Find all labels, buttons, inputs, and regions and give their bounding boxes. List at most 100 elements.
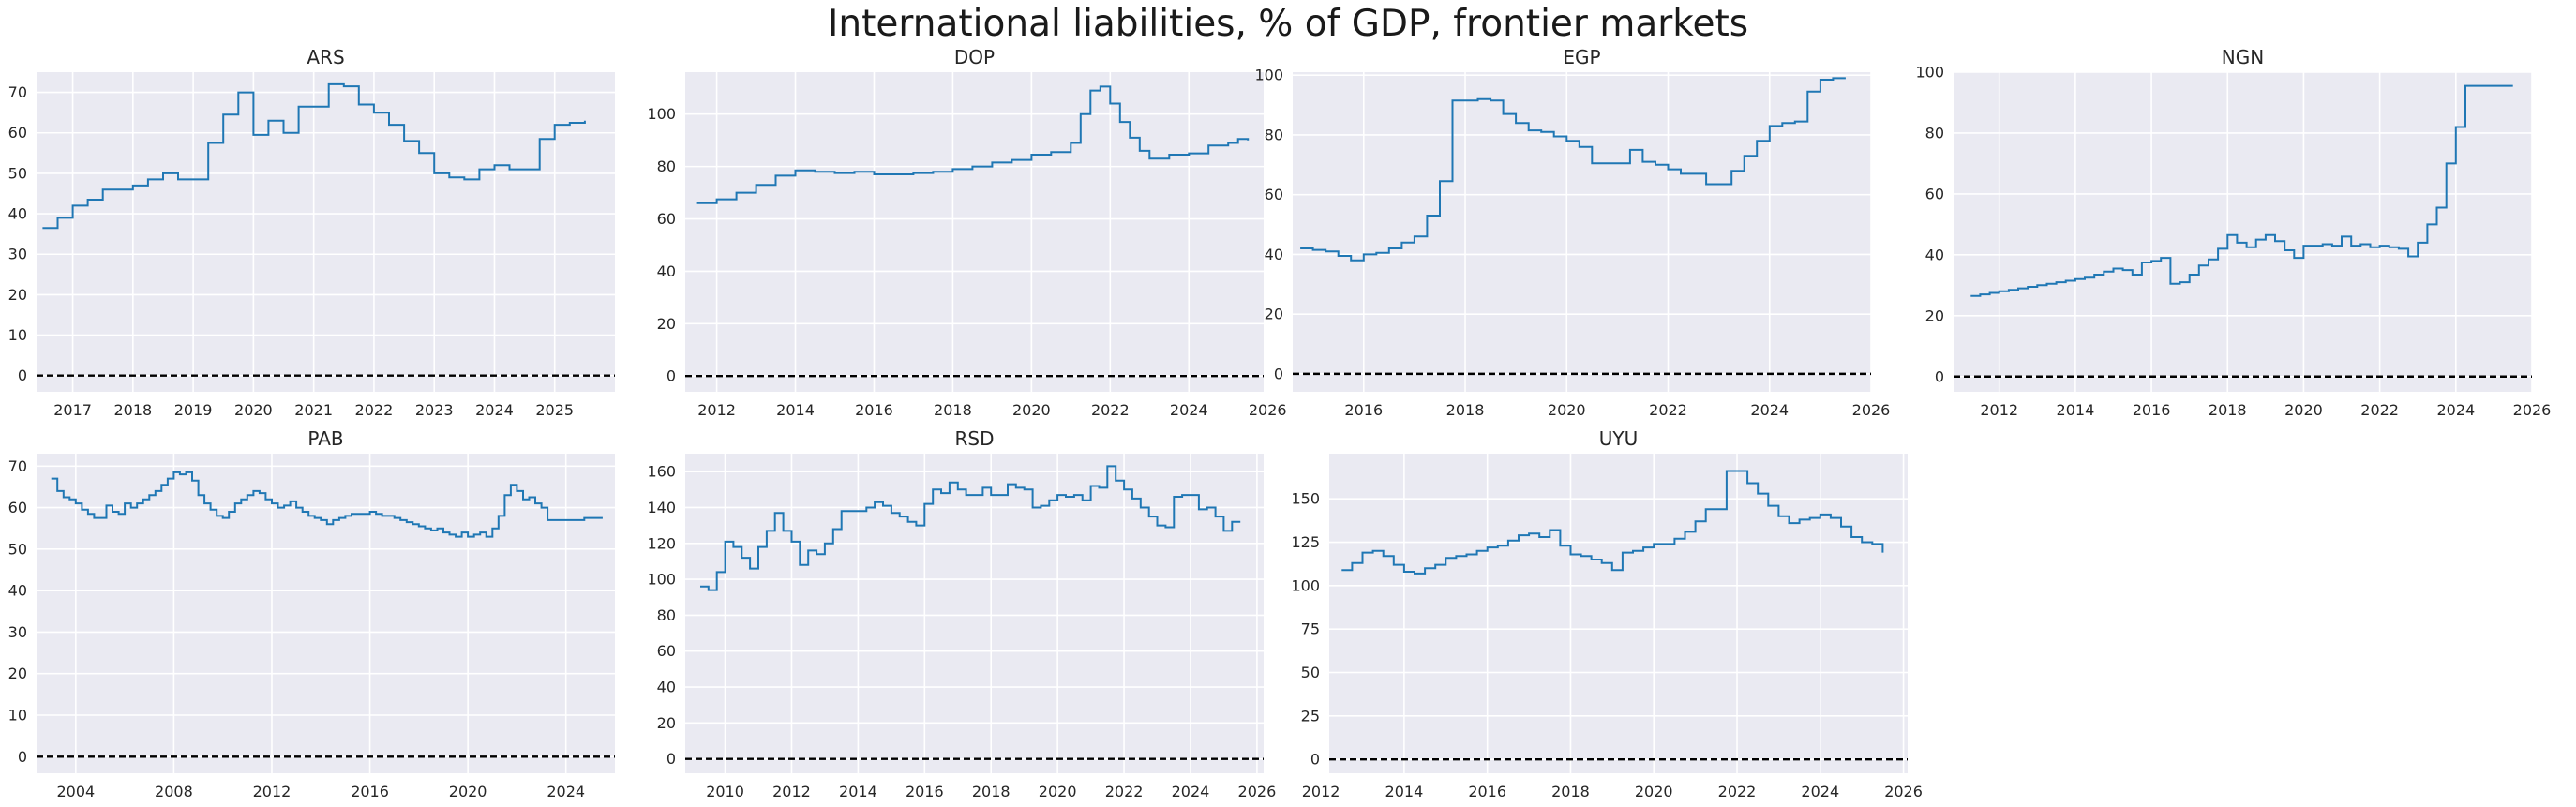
- x-tick-label: 2018: [1551, 783, 1590, 800]
- y-tick-label: 60: [1925, 185, 1944, 202]
- x-tick-label: 2020: [1012, 401, 1051, 419]
- x-tick-label: 2024: [1801, 783, 1839, 800]
- x-tick-label: 2012: [697, 401, 736, 419]
- plot-area: [685, 72, 1264, 392]
- y-tick-label: 100: [1915, 64, 1944, 82]
- y-tick-label: 40: [657, 679, 676, 696]
- y-tick-label: 80: [1925, 124, 1944, 142]
- x-tick-label: 2014: [1385, 783, 1424, 800]
- x-tick-label: 2016: [1468, 783, 1506, 800]
- y-tick-label: 80: [657, 157, 676, 175]
- y-tick-label: 100: [1291, 576, 1320, 594]
- x-tick-label: 2024: [547, 783, 585, 800]
- y-tick-label: 60: [8, 124, 27, 142]
- x-tick-label: 2026: [1852, 401, 1891, 419]
- x-tick-label: 2021: [294, 401, 333, 419]
- panel-title: NGN: [2222, 46, 2264, 68]
- y-tick-label: 60: [657, 642, 676, 660]
- series-line-ars: [42, 82, 586, 230]
- x-tick-label: 2016: [2133, 401, 2171, 419]
- x-tick-label: 2020: [1635, 783, 1673, 800]
- x-tick-label: 2018: [113, 401, 152, 419]
- panel-title: PAB: [307, 427, 343, 450]
- y-tick-label: 20: [657, 714, 676, 732]
- x-tick-label: 2016: [855, 401, 893, 419]
- x-tick-label: 2026: [2513, 401, 2552, 419]
- y-tick-label: 100: [647, 105, 676, 123]
- y-tick-label: 0: [1310, 751, 1320, 769]
- y-tick-label: 50: [8, 164, 27, 182]
- x-tick-label: 2022: [1091, 401, 1130, 419]
- x-tick-label: 2022: [1649, 401, 1687, 419]
- plot-area: [1329, 454, 1908, 773]
- y-tick-label: 30: [8, 246, 27, 263]
- x-tick-label: 2010: [706, 783, 744, 800]
- chart-title: International liabilities, % of GDP, fro…: [827, 3, 1749, 45]
- x-tick-label: 2018: [934, 401, 972, 419]
- y-tick-label: 40: [8, 205, 27, 223]
- y-tick-label: 20: [657, 315, 676, 333]
- x-tick-label: 2020: [2284, 401, 2323, 419]
- x-tick-label: 2016: [906, 783, 944, 800]
- x-tick-label: 2020: [234, 401, 273, 419]
- y-tick-label: 0: [18, 748, 27, 766]
- y-tick-label: 20: [8, 286, 27, 304]
- y-tick-label: 100: [1254, 67, 1283, 84]
- x-tick-label: 2022: [1718, 783, 1757, 800]
- y-tick-label: 50: [1301, 664, 1320, 681]
- x-tick-label: 2024: [475, 401, 514, 419]
- y-tick-label: 60: [1265, 186, 1283, 203]
- x-tick-label: 2014: [839, 783, 877, 800]
- x-tick-label: 2024: [1170, 401, 1208, 419]
- x-tick-label: 2022: [355, 401, 394, 419]
- y-tick-label: 75: [1301, 620, 1320, 638]
- y-tick-label: 160: [647, 463, 676, 481]
- x-tick-label: 2012: [253, 783, 292, 800]
- x-tick-label: 2026: [1884, 783, 1923, 800]
- y-tick-label: 0: [1935, 367, 1944, 385]
- y-tick-label: 40: [1265, 246, 1283, 263]
- series-line-rsd: [700, 465, 1241, 591]
- y-tick-label: 40: [1925, 246, 1944, 263]
- y-tick-label: 60: [8, 499, 27, 516]
- x-tick-label: 2012: [1302, 783, 1340, 800]
- y-tick-label: 40: [657, 262, 676, 280]
- y-tick-label: 20: [1265, 306, 1283, 323]
- y-tick-label: 70: [8, 83, 27, 101]
- series-line-dop: [696, 85, 1250, 204]
- x-tick-label: 2025: [535, 401, 574, 419]
- y-tick-label: 25: [1301, 707, 1320, 725]
- x-tick-label: 2012: [1980, 401, 2018, 419]
- y-tick-label: 70: [8, 457, 27, 475]
- y-tick-label: 30: [8, 623, 27, 641]
- y-tick-label: 60: [657, 210, 676, 228]
- x-tick-label: 2018: [2209, 401, 2247, 419]
- x-tick-label: 2018: [1446, 401, 1485, 419]
- y-tick-label: 0: [666, 750, 676, 768]
- x-tick-label: 2008: [155, 783, 193, 800]
- x-tick-label: 2017: [53, 401, 92, 419]
- x-tick-label: 2014: [2057, 401, 2095, 419]
- panel-title: EGP: [1563, 46, 1600, 68]
- y-tick-label: 140: [647, 499, 676, 516]
- series-line-ngn: [1970, 84, 2513, 297]
- y-tick-label: 80: [1265, 126, 1283, 143]
- panel-title: RSD: [955, 427, 995, 450]
- panel-title: UYU: [1599, 427, 1639, 450]
- y-tick-label: 125: [1291, 533, 1320, 551]
- y-tick-label: 10: [8, 707, 27, 725]
- x-tick-label: 2023: [415, 401, 454, 419]
- y-tick-label: 50: [8, 540, 27, 558]
- series-line-uyu: [1341, 470, 1884, 575]
- x-tick-label: 2020: [1548, 401, 1586, 419]
- x-tick-label: 2016: [351, 783, 389, 800]
- x-tick-label: 2022: [2360, 401, 2399, 419]
- plot-area: [1954, 72, 2532, 392]
